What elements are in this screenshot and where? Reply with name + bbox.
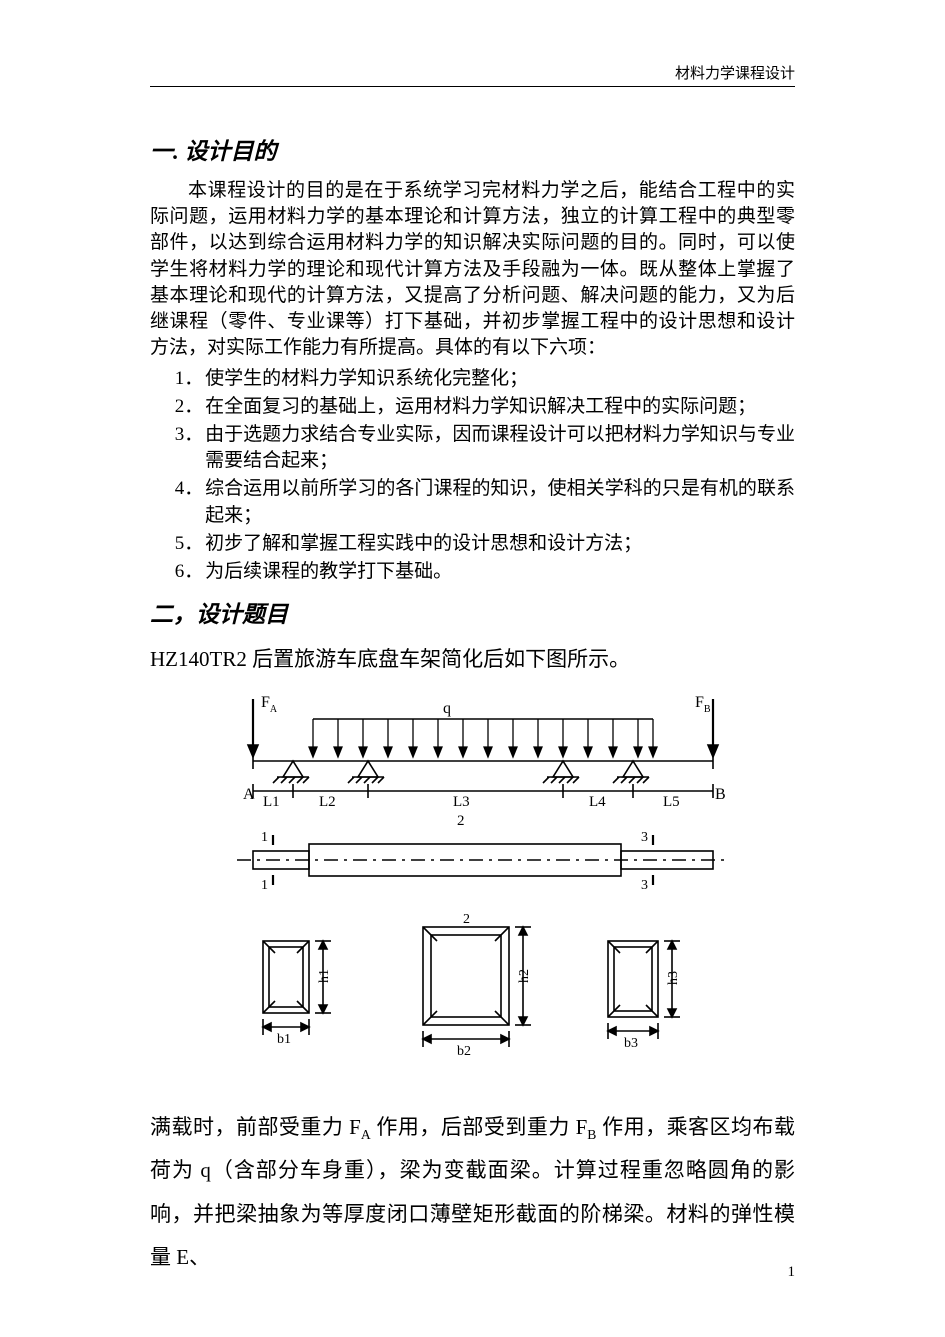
list-item-text: 为后续课程的教学打下基础。 [205, 559, 795, 585]
label-L1: L1 [263, 794, 280, 810]
support [543, 761, 579, 783]
load-description-paragraph: 满载时，前部受重力 FA 作用，后部受到重力 FB 作用，乘客区均布载荷为 q（… [150, 1106, 795, 1278]
cross-section-3: h3 b3 [608, 941, 681, 1051]
label-b3: b3 [624, 1036, 638, 1051]
label-L2: L2 [319, 794, 336, 810]
section-2-title: 二，设计题目 [150, 595, 795, 629]
list-item: 6．为后续课程的教学打下基础。 [175, 559, 795, 585]
page: 材料力学课程设计 一. 设计目的 本课程设计的目的是在于系统学习完材料力学之后，… [0, 0, 945, 1337]
section-1-paragraph: 本课程设计的目的是在于系统学习完材料力学之后，能结合工程中的实际问题，运用材料力… [150, 178, 795, 362]
label-h2: h2 [517, 969, 532, 983]
label-L3: L3 [453, 794, 470, 810]
svg-text:3: 3 [641, 878, 648, 893]
label-FB: FB [695, 694, 711, 715]
purpose-list: 1．使学生的材料力学知识系统化完整化； 2．在全面复习的基础上，运用材料力学知识… [150, 366, 795, 586]
support [273, 761, 309, 783]
diagram-svg: FA FB [213, 691, 733, 1086]
label-b2: b2 [457, 1044, 471, 1059]
list-item: 3．由于选题力求结合专业实际，因而课程设计可以把材料力学知识与专业需要结合起来； [175, 422, 795, 474]
section-1-title: 一. 设计目的 [150, 132, 795, 166]
content-area: 一. 设计目的 本课程设计的目的是在于系统学习完材料力学之后，能结合工程中的实际… [150, 62, 795, 1279]
list-item-text: 在全面复习的基础上，运用材料力学知识解决工程中的实际问题； [205, 394, 795, 420]
svg-text:3: 3 [641, 830, 648, 845]
label-L4: L4 [589, 794, 606, 810]
label-b1: b1 [277, 1032, 291, 1047]
list-item: 4．综合运用以前所学习的各门课程的知识，使相关学科的只是有机的联系起来； [175, 476, 795, 528]
label-h1: h1 [317, 969, 332, 983]
list-item: 1．使学生的材料力学知识系统化完整化； [175, 366, 795, 392]
list-item-text: 初步了解和掌握工程实践中的设计思想和设计方法； [205, 531, 795, 557]
beam-diagram: FA FB [150, 691, 795, 1086]
label-FA: FA [261, 694, 278, 715]
support [348, 761, 384, 783]
label-q: q [443, 700, 451, 717]
label-2: 2 [463, 912, 470, 927]
label-B: B [715, 786, 726, 803]
list-item-text: 由于选题力求结合专业实际，因而课程设计可以把材料力学知识与专业需要结合起来； [205, 422, 795, 474]
list-item-text: 使学生的材料力学知识系统化完整化； [205, 366, 795, 392]
problem-statement: HZ140TR2 后置旅游车底盘车架简化后如下图所示。 [150, 643, 795, 673]
list-item-text: 综合运用以前所学习的各门课程的知识，使相关学科的只是有机的联系起来； [205, 476, 795, 528]
page-number: 1 [788, 1264, 796, 1281]
label-sec2top: 2 [457, 813, 465, 829]
support [613, 761, 649, 783]
header-rule [150, 86, 795, 87]
cross-section-1: h1 b1 [263, 941, 332, 1047]
cross-section-2: 2 h2 b2 [423, 912, 532, 1059]
svg-text:1: 1 [261, 878, 268, 893]
list-item: 2．在全面复习的基础上，运用材料力学知识解决工程中的实际问题； [175, 394, 795, 420]
label-L5: L5 [663, 794, 680, 810]
label-h3: h3 [666, 971, 681, 985]
svg-text:1: 1 [261, 830, 268, 845]
header-course-title: 材料力学课程设计 [675, 62, 795, 83]
list-item: 5．初步了解和掌握工程实践中的设计思想和设计方法； [175, 531, 795, 557]
